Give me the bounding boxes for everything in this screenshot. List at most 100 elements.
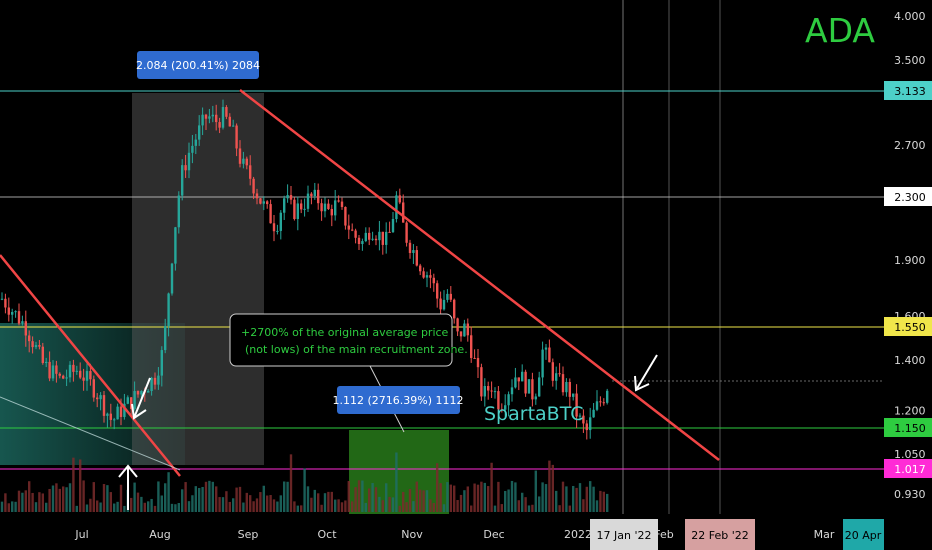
volume-bar <box>21 492 24 512</box>
candle-body <box>310 193 313 197</box>
volume-bar <box>582 499 585 512</box>
candle-body <box>245 158 248 166</box>
volume-bar <box>249 495 252 512</box>
volume-bar <box>147 501 150 512</box>
candle-body <box>408 242 412 253</box>
candle-body <box>0 298 4 300</box>
candle-body <box>558 373 561 375</box>
volume-bar <box>592 486 595 512</box>
candle-body <box>340 201 344 207</box>
volume-bar <box>11 501 14 512</box>
volume-bar <box>497 481 500 512</box>
volume-bar <box>191 495 194 512</box>
volume-bar <box>524 497 527 512</box>
candle-body <box>473 357 476 359</box>
candle-body <box>555 373 558 381</box>
level-tag-text-1017: 1.017 <box>894 463 926 476</box>
volume-bar <box>133 482 136 512</box>
candle-body <box>507 394 510 406</box>
measurement-label-growth: 1.112 (2716.39%) 1112 <box>332 386 464 414</box>
candle-body <box>184 165 187 171</box>
candle-body <box>191 145 194 153</box>
candle-body <box>595 401 599 410</box>
volume-bar <box>96 500 99 512</box>
candle-body <box>24 321 27 336</box>
volume-bar <box>279 495 282 512</box>
candle-body <box>289 195 293 200</box>
candle-body <box>181 165 184 196</box>
candle-body <box>374 238 378 241</box>
candle-body <box>442 299 446 310</box>
volume-bar <box>425 490 429 512</box>
candle-body <box>276 230 279 232</box>
level-tag-3133: 3.133 <box>884 81 932 100</box>
volume-bar <box>602 491 605 512</box>
candle-body <box>187 152 191 171</box>
volume-bar <box>38 492 41 512</box>
date-tag-text-jan: 17 Jan '22 <box>597 529 652 542</box>
candle-body <box>497 391 500 410</box>
candle-body <box>89 371 92 380</box>
time-tick-label: Jul <box>74 528 88 541</box>
candle-body <box>157 375 160 385</box>
date-tag-apr: 20 Apr <box>843 519 884 550</box>
candle-body <box>255 193 259 199</box>
candle-body <box>323 203 327 212</box>
candle-body <box>140 391 143 395</box>
volume-bar <box>483 482 486 512</box>
candle-body <box>96 397 99 400</box>
candle-body <box>565 382 568 393</box>
volume-bar <box>381 500 384 512</box>
candle-body <box>521 371 524 382</box>
volume-bar <box>544 484 548 512</box>
candle-body <box>201 114 204 126</box>
volume-bar <box>215 486 218 512</box>
volume-bar <box>538 496 541 512</box>
candle-body <box>344 206 347 226</box>
level-tag-1017: 1.017 <box>884 459 932 478</box>
price-tick-label: 1.400 <box>894 354 926 367</box>
volume-bar <box>7 503 10 512</box>
candle-body <box>51 365 55 379</box>
volume-bar <box>303 468 306 512</box>
arrow-up-icon <box>118 464 138 510</box>
volume-bar <box>317 493 320 512</box>
volume-bar <box>340 502 344 512</box>
volume-bar <box>72 457 75 512</box>
candle-body <box>402 202 405 223</box>
volume-bar <box>31 492 34 512</box>
candle-body <box>453 299 456 319</box>
time-tick-label: Sep <box>238 528 259 541</box>
candle-body <box>79 370 82 378</box>
candle-body <box>602 402 605 404</box>
candle-body <box>272 223 276 232</box>
candle-body <box>330 209 333 216</box>
candle-body <box>320 203 323 212</box>
time-axis[interactable] <box>0 514 932 550</box>
volume-bar <box>561 481 565 512</box>
candle-body <box>262 201 265 204</box>
volume-bar <box>354 487 357 512</box>
volume-bar <box>510 480 514 512</box>
time-tick-label: Dec <box>483 528 504 541</box>
candle-body <box>405 222 408 243</box>
volume-bar <box>504 490 507 512</box>
candle-body <box>225 107 228 117</box>
volume-bar <box>283 481 286 512</box>
volume-bar <box>208 480 211 512</box>
volume-bar <box>473 483 476 512</box>
volume-bar <box>75 505 78 512</box>
level-tag-2300: 2.300 <box>884 187 932 206</box>
volume-bar <box>238 486 242 512</box>
candle-body <box>228 116 231 127</box>
candle-body <box>459 331 463 337</box>
volume-bar <box>187 501 191 512</box>
candle-body <box>293 199 296 219</box>
candle-body <box>463 323 466 337</box>
candle-body <box>242 158 245 164</box>
volume-bar <box>388 496 391 512</box>
candle-body <box>398 195 401 203</box>
annotation-line1: +2700% of the original average price <box>241 326 449 339</box>
candle-body <box>119 406 123 417</box>
